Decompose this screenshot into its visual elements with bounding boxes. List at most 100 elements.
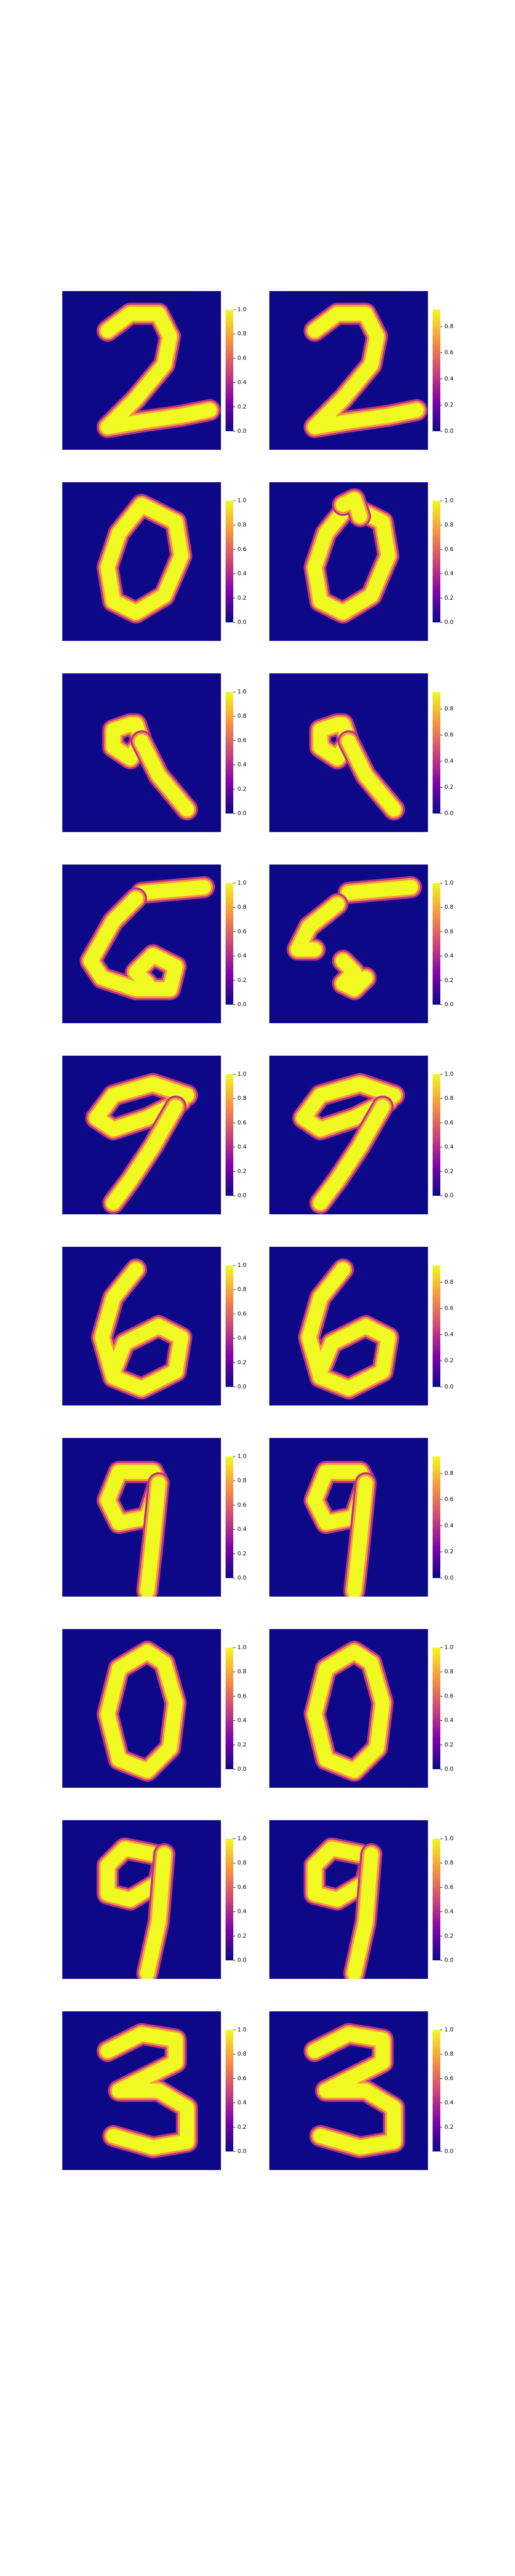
colorbar-tick-label: 0.4: [237, 2099, 247, 2106]
colorbar-tick-label: 0.8: [237, 1668, 247, 1675]
colorbar-tick-label: 0.2: [237, 1550, 247, 1557]
heatmap: 0.0 0.2 0.4 0.6 0.8 1.0: [62, 482, 247, 641]
digit-stroke: [296, 1077, 401, 1137]
colorbar-tick-label: 0.0: [444, 428, 454, 434]
colorbar-tick-label: 0.2: [237, 1741, 247, 1748]
colorbar-tick-label: 0.2: [444, 401, 454, 408]
digit-stroke: [83, 891, 183, 996]
colorbar-tick-label: 0.6: [444, 1496, 454, 1503]
digit-stroke: [134, 880, 211, 900]
heatmap: 0.0 0.2 0.4 0.6 0.8 1.0: [269, 1629, 454, 1788]
heatmap: 0.0 0.2 0.4 0.6 0.8 1.0: [62, 1438, 247, 1597]
colorbar-tick-label: 0.8: [444, 1859, 454, 1866]
colorbar-tick-label: 1.0: [237, 1262, 247, 1268]
colorbar-tick-label: 0.6: [444, 1119, 454, 1126]
colorbar-tick-label: 0.8: [237, 521, 247, 528]
colorbar-tick-label: 0.2: [444, 2124, 454, 2130]
colorbar-tick-label: 0.4: [444, 757, 454, 764]
colorbar: [433, 2030, 440, 2151]
colorbar-tick-label: 0.0: [444, 810, 454, 817]
colorbar-tick-label: 0.2: [237, 1933, 247, 1939]
digit-stroke: [336, 492, 367, 523]
colorbar-tick-label: 0.0: [444, 1001, 454, 1008]
digit-stroke: [347, 1847, 379, 1979]
colorbar-tick-label: 0.6: [237, 1119, 247, 1126]
colorbar-tick-label: 1.0: [444, 879, 454, 886]
heatmap: 0.0 0.2 0.4 0.6 0.8 1.0: [62, 1056, 247, 1214]
colorbar-tick-label: 0.2: [237, 1359, 247, 1366]
colorbar-tick-label: 0.4: [444, 2099, 454, 2106]
colorbar-tick-label: 1.0: [444, 1835, 454, 1842]
colorbar: [226, 883, 233, 1005]
colorbar-tick-label: 0.0: [444, 1192, 454, 1199]
colorbar-tick-label: 0.8: [444, 1279, 454, 1285]
digit-stroke: [313, 717, 356, 766]
colorbar-tick-label: 0.4: [444, 1144, 454, 1150]
colorbar-tick-label: 1.0: [237, 1644, 247, 1651]
colorbar-tick-label: 0.6: [237, 1692, 247, 1699]
heatmap: 0.0 0.2 0.4 0.6 0.8 1.0: [62, 865, 247, 1023]
colorbar-tick-label: 0.2: [237, 977, 247, 984]
colorbar-tick-label: 0.0: [444, 619, 454, 625]
colorbar-tick-label: 0.6: [237, 2075, 247, 2081]
colorbar: [433, 501, 440, 622]
colorbar: [226, 1839, 233, 1960]
digit-stroke: [95, 1262, 188, 1396]
colorbar: [226, 1648, 233, 1769]
digit-stroke: [341, 734, 401, 817]
digit-stroke: [307, 307, 424, 434]
colorbar-tick-label: 0.8: [444, 521, 454, 528]
heatmap: 0.0 0.2 0.4 0.6 0.8 1.0: [62, 1247, 247, 1405]
colorbar-tick-label: 1.0: [237, 1071, 247, 1077]
colorbar: [433, 692, 440, 814]
colorbar-tick-label: 0.0: [444, 1383, 454, 1390]
colorbar: [226, 692, 233, 814]
heatmap: 0.0 0.2 0.4 0.6 0.8 1.0: [269, 1056, 454, 1214]
colorbar-tick-label: 0.4: [237, 953, 247, 959]
colorbar-tick-label: 0.0: [444, 1574, 454, 1581]
colorbar-tick-label: 0.4: [237, 1335, 247, 1342]
colorbar-tick-label: 0.0: [237, 1001, 247, 1008]
colorbar: [433, 1456, 440, 1578]
colorbar-tick-label: 0.6: [237, 928, 247, 935]
colorbar-tick-label: 0.4: [444, 1331, 454, 1337]
digit-stroke: [100, 1645, 183, 1778]
colorbar: [433, 1839, 440, 1960]
colorbar-tick-label: 0.2: [237, 403, 247, 410]
digit-stroke: [341, 880, 418, 900]
colorbar-tick-label: 0.0: [444, 1957, 454, 1963]
heatmap: 0.0 0.2 0.4 0.6 0.8 1.0: [62, 291, 247, 450]
colorbar-tick-label: 0.4: [444, 1717, 454, 1724]
colorbar: [433, 1648, 440, 1769]
colorbar-tick-label: 0.0: [444, 2148, 454, 2155]
colorbar-tick-label: 0.8: [237, 1477, 247, 1484]
colorbar-tick-label: 0.4: [444, 1522, 454, 1529]
colorbar-tick-label: 0.0: [444, 1766, 454, 1772]
colorbar: [433, 883, 440, 1005]
colorbar-tick-label: 0.4: [237, 1144, 247, 1150]
heatmap: 0.0 0.2 0.4 0.6 0.8 1.0: [62, 673, 247, 832]
colorbar-tick-label: 0.4: [237, 761, 247, 768]
colorbar-tick-label: 0.6: [237, 737, 247, 743]
colorbar-tick-label: 1.0: [237, 497, 247, 504]
colorbar-tick-label: 0.2: [444, 1548, 454, 1555]
colorbar-tick-label: 0.0: [237, 1766, 247, 1772]
heatmap: 0.0 0.2 0.4 0.6 0.8 1.0: [269, 482, 454, 641]
colorbar: [226, 310, 233, 431]
digit-stroke: [106, 1099, 183, 1210]
digit-stroke: [100, 307, 217, 434]
digit-stroke: [140, 1476, 166, 1597]
colorbar-tick-label: 1.0: [444, 1644, 454, 1651]
colorbar-tick-label: 0.4: [444, 375, 454, 382]
digit-stroke: [100, 2027, 194, 2155]
colorbar-tick-label: 0.4: [444, 953, 454, 959]
colorbar: [226, 2030, 233, 2151]
colorbar-tick-label: 0.6: [237, 1501, 247, 1508]
digit-stroke: [347, 1476, 373, 1597]
colorbar-tick-label: 0.6: [444, 2075, 454, 2081]
colorbar-tick-label: 0.4: [444, 1908, 454, 1915]
colorbar-tick-label: 1.0: [237, 688, 247, 695]
colorbar-tick-label: 1.0: [237, 2026, 247, 2033]
digit-stroke: [307, 498, 396, 620]
